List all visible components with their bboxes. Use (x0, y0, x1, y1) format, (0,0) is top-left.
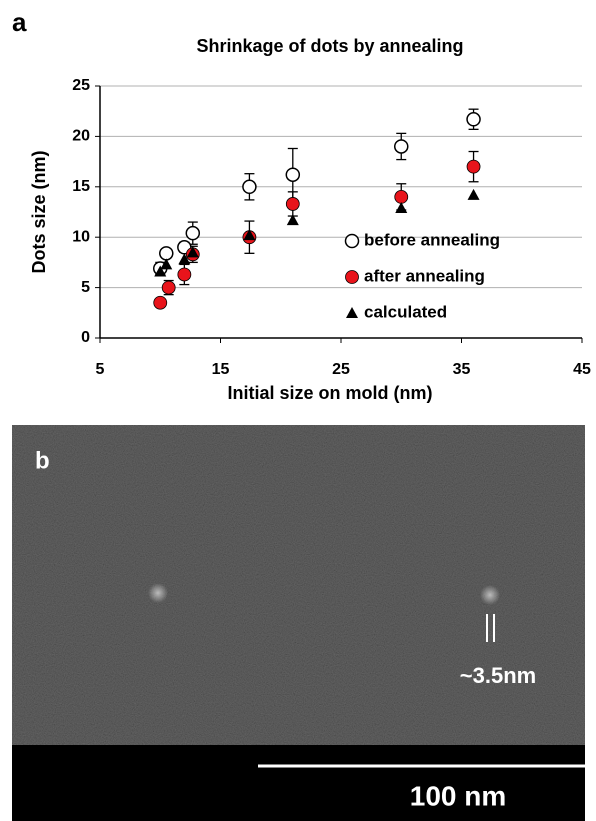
panel-label: a (12, 7, 27, 37)
x-tick-label: 35 (453, 361, 471, 378)
triangle-marker (286, 214, 299, 226)
circle-marker (177, 267, 192, 282)
y-tick-label: 15 (72, 178, 90, 195)
triangle-marker (186, 246, 199, 258)
circle-marker (285, 167, 301, 182)
circle-marker (153, 295, 168, 310)
circle-marker (242, 179, 257, 195)
legend-marker (345, 270, 359, 284)
circle-marker (466, 159, 481, 174)
triangle-marker (243, 229, 256, 241)
legend-marker (344, 233, 360, 249)
y-tick-label: 20 (72, 128, 90, 145)
x-tick-label: 5 (96, 361, 105, 378)
y-axis-label: Dots size (nm) (29, 150, 49, 273)
scale-bar-label: 100 nm (410, 780, 507, 811)
triangle-marker (467, 188, 480, 200)
x-tick-label: 15 (212, 361, 230, 378)
triangle-marker (160, 258, 173, 270)
size-annotation: ~3.5nm (460, 663, 536, 688)
circle-marker (285, 197, 300, 211)
x-axis-label: Initial size on mold (nm) (227, 383, 432, 403)
y-tick-label: 0 (81, 329, 90, 346)
circle-marker (159, 246, 174, 261)
circle-marker (394, 139, 409, 154)
micrograph: ~3.5nm 100 nm b (12, 425, 585, 821)
triangle-marker (395, 201, 408, 213)
y-tick-label: 25 (72, 77, 90, 94)
legend-label: after annealing (364, 266, 485, 285)
circle-marker (466, 112, 481, 127)
legend-label: before annealing (364, 230, 500, 249)
legend-label: calculated (364, 302, 447, 321)
y-tick-label: 5 (81, 279, 90, 296)
image-noise (12, 425, 585, 745)
panel-label: b (35, 447, 50, 474)
x-tick-label: 45 (573, 361, 591, 378)
circle-marker (185, 225, 201, 241)
circle-marker (161, 280, 176, 295)
triangle-marker (178, 253, 191, 265)
image-footer (12, 745, 585, 821)
y-tick-label: 10 (72, 228, 90, 245)
x-tick-label: 25 (332, 361, 350, 378)
triangle-marker (154, 265, 167, 277)
circle-marker (394, 189, 409, 204)
dot-spot (480, 585, 500, 605)
chart-title: Shrinkage of dots by annealing (196, 36, 463, 56)
dot-spot (148, 583, 168, 603)
legend-marker (346, 307, 358, 318)
